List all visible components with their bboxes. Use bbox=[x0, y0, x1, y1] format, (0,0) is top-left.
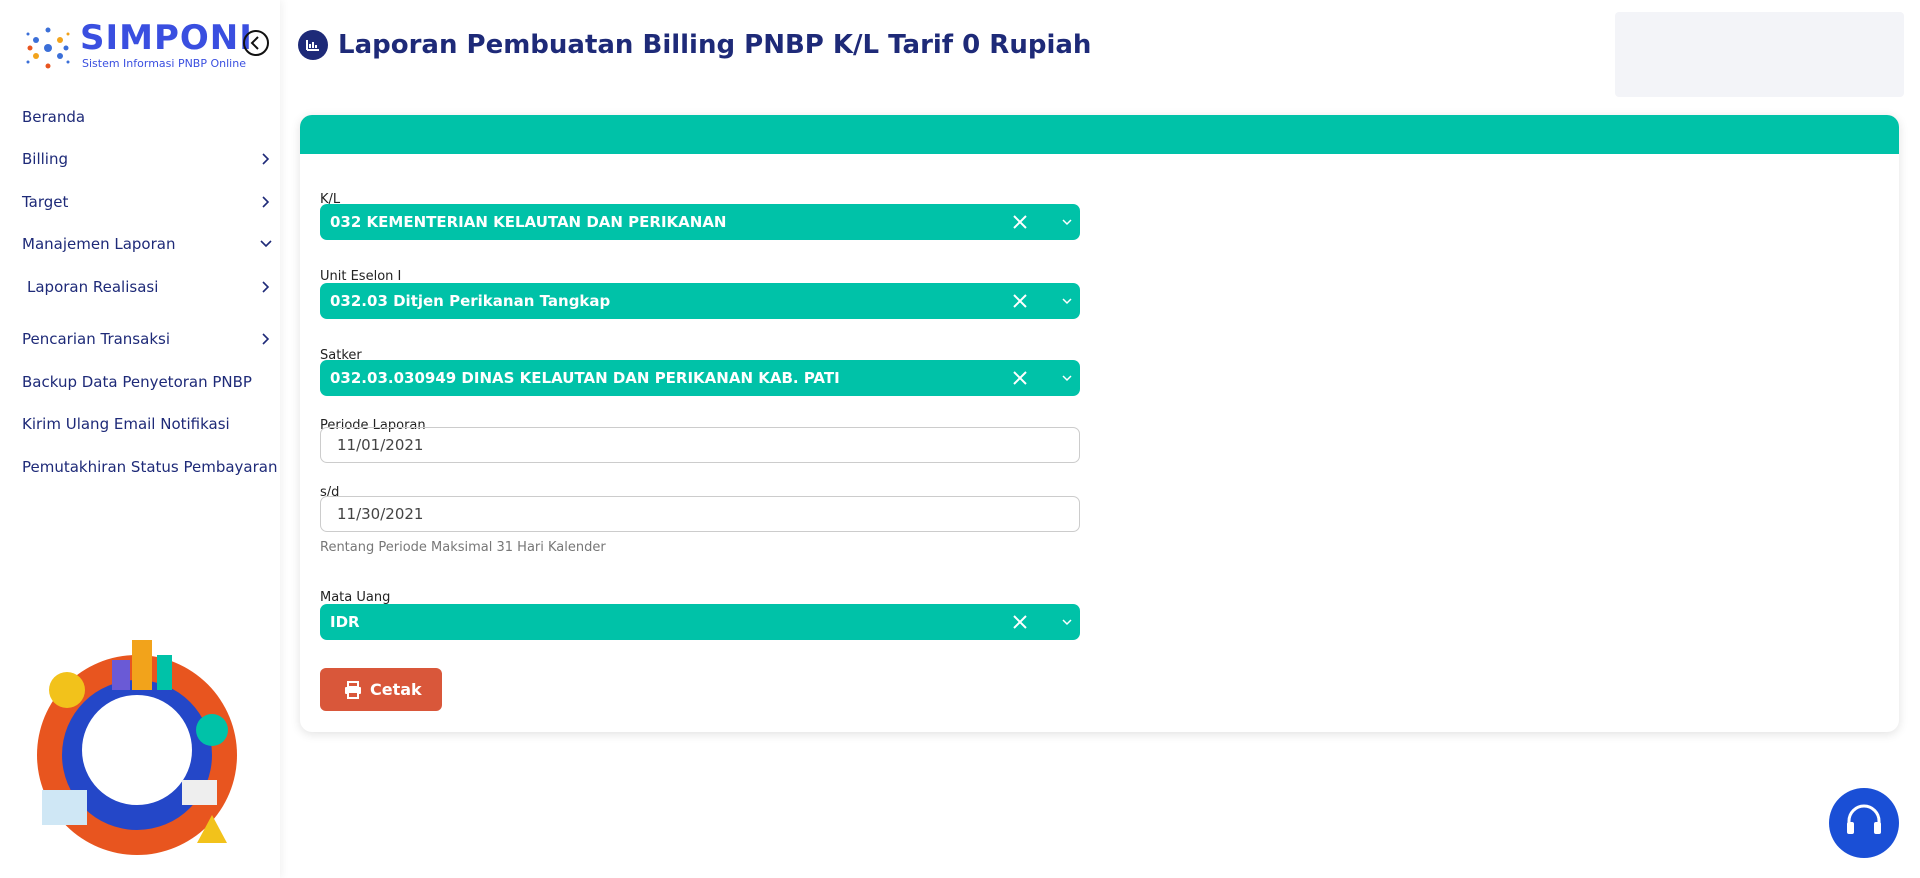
field-value: 032 KEMENTERIAN KELAUTAN DAN PERIKANAN bbox=[330, 213, 727, 231]
field-label: Periode Laporan bbox=[320, 418, 426, 433]
print-button[interactable]: Cetak bbox=[320, 668, 442, 711]
date-input[interactable]: 11/01/2021 bbox=[320, 427, 1080, 463]
brand-name: SIMPONI bbox=[80, 18, 253, 58]
print-icon bbox=[345, 681, 361, 699]
field-value: IDR bbox=[330, 613, 360, 631]
menu-chevron bbox=[262, 281, 270, 293]
card-header bbox=[300, 115, 1899, 154]
menu-item[interactable]: Laporan Realisasi bbox=[27, 278, 159, 296]
field-label: Satker bbox=[320, 348, 362, 363]
menu-item[interactable]: Pencarian Transaksi bbox=[22, 330, 170, 348]
field-value: 032.03.030949 DINAS KELAUTAN DAN PERIKAN… bbox=[330, 369, 840, 387]
field-value: 11/30/2021 bbox=[337, 505, 424, 523]
field-label: Unit Eselon I bbox=[320, 269, 402, 284]
select-field[interactable]: 032.03 Ditjen Perikanan Tangkap bbox=[320, 283, 1080, 319]
page-title: Laporan Pembuatan Billing PNBP K/L Tarif… bbox=[338, 30, 1092, 60]
select-controls[interactable] bbox=[1000, 283, 1080, 319]
sidebar: SIMPONI Sistem Informasi PNBP Online Ber… bbox=[0, 0, 280, 878]
button-label: Cetak bbox=[370, 680, 422, 699]
field-label: Mata Uang bbox=[320, 590, 391, 605]
field-value: 11/01/2021 bbox=[337, 436, 424, 454]
field-label: K/L bbox=[320, 192, 341, 207]
menu-chevron bbox=[262, 333, 270, 345]
title-icon bbox=[298, 30, 328, 60]
brand-tagline: Sistem Informasi PNBP Online bbox=[82, 57, 246, 70]
menu-chevron bbox=[260, 240, 272, 248]
menu-chevron bbox=[262, 153, 270, 165]
menu-item[interactable]: Kirim Ulang Email Notifikasi bbox=[22, 415, 230, 433]
select-field[interactable]: 032.03.030949 DINAS KELAUTAN DAN PERIKAN… bbox=[320, 360, 1080, 396]
menu-item[interactable]: Pemutakhiran Status Pembayaran bbox=[22, 458, 278, 476]
date-input[interactable]: 11/30/2021 bbox=[320, 496, 1080, 532]
menu-item[interactable]: Target bbox=[22, 193, 69, 211]
menu-item[interactable]: Backup Data Penyetoran PNBP bbox=[22, 373, 252, 391]
select-field[interactable]: IDR bbox=[320, 604, 1080, 640]
menu-chevron bbox=[262, 196, 270, 208]
select-controls[interactable] bbox=[1000, 604, 1080, 640]
select-controls[interactable] bbox=[1000, 360, 1080, 396]
collapse-button[interactable] bbox=[242, 29, 270, 57]
help-button[interactable] bbox=[1829, 788, 1899, 858]
logo-icon bbox=[26, 27, 70, 69]
header-box bbox=[1615, 12, 1904, 97]
form-card: K/L 032 KEMENTERIAN KELAUTAN DAN PERIKANA… bbox=[300, 115, 1899, 732]
field-value: 032.03 Ditjen Perikanan Tangkap bbox=[330, 292, 611, 310]
menu-item[interactable]: Beranda bbox=[22, 108, 86, 126]
select-field[interactable]: 032 KEMENTERIAN KELAUTAN DAN PERIKANAN bbox=[320, 204, 1080, 240]
illustration bbox=[37, 640, 237, 855]
select-controls[interactable] bbox=[1000, 204, 1080, 240]
menu-item[interactable]: Billing bbox=[22, 150, 68, 168]
hint-text: Rentang Periode Maksimal 31 Hari Kalende… bbox=[320, 540, 606, 555]
menu-item[interactable]: Manajemen Laporan bbox=[22, 235, 176, 253]
